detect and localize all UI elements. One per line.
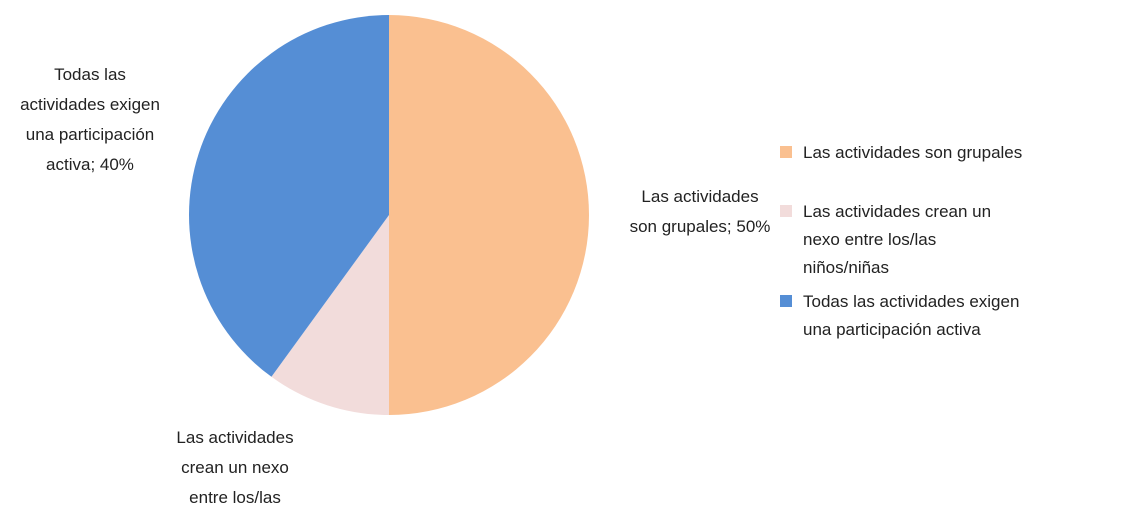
data-label: Las actividades crean un nexo entre los/la… — [170, 428, 299, 514]
pie-slice — [271, 215, 389, 415]
legend-swatch — [780, 146, 792, 158]
data-label: Todas las actividades exigen una participa… — [20, 65, 160, 174]
pie-slice — [389, 15, 589, 415]
data-label: Las actividades son grupales; 50% — [630, 187, 771, 236]
legend-swatch — [780, 205, 792, 217]
legend-label: Las actividades son grupales — [803, 143, 1022, 162]
legend-swatch — [780, 295, 792, 307]
pie-slice — [189, 15, 389, 377]
legend-label: Todas las actividades exigen una particip… — [803, 292, 1019, 339]
legend-label: Las actividades crean un nexo entre los/l… — [803, 202, 991, 277]
